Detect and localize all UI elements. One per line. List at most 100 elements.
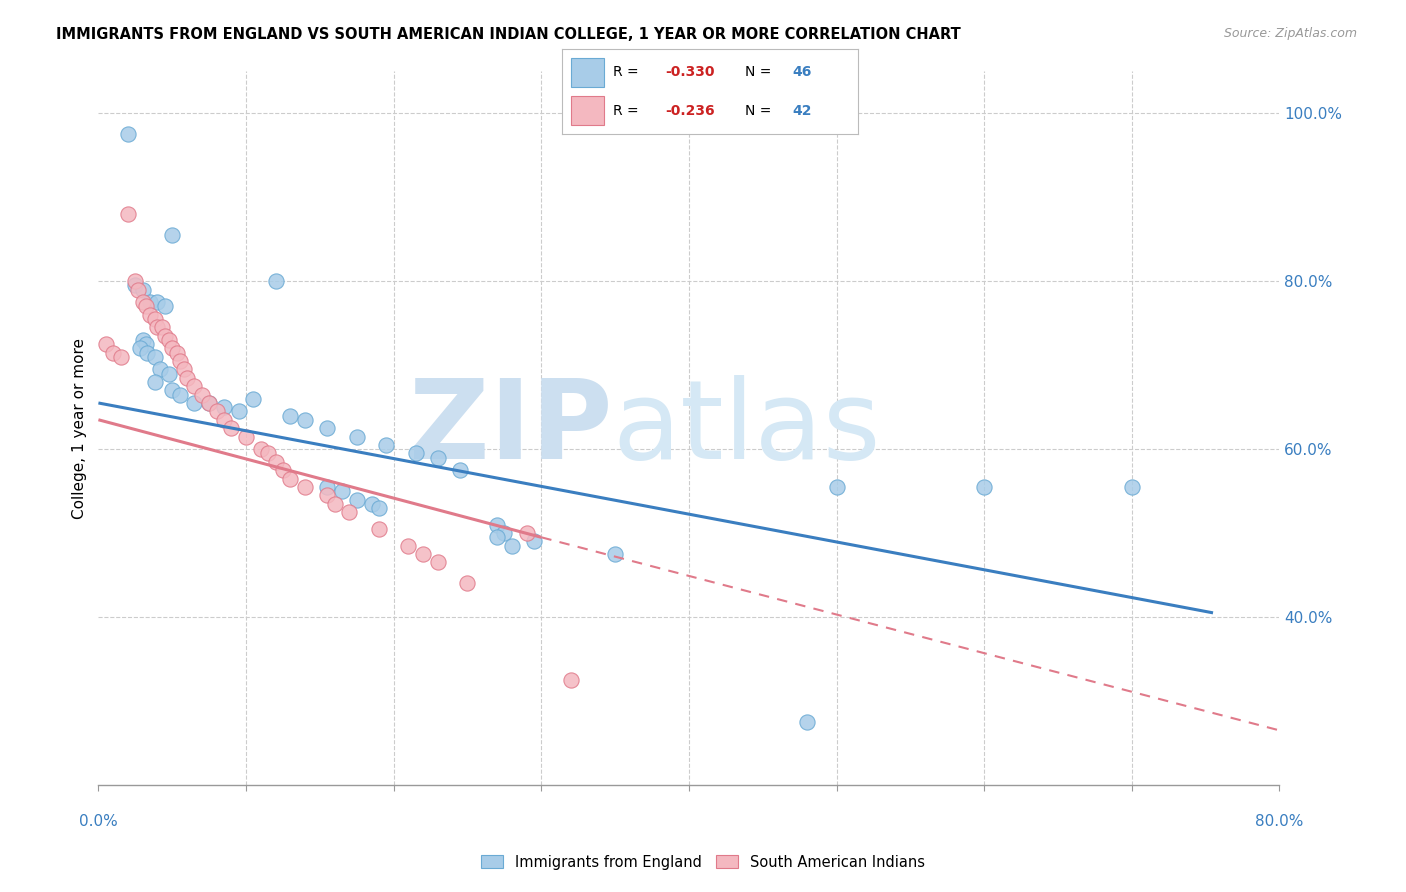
Text: R =: R = (613, 65, 643, 78)
Point (198, 396, 221, 410)
Point (132, 333, 155, 347)
Point (198, 396, 221, 410)
Point (139, 308, 162, 322)
Point (150, 320, 173, 334)
Text: 42: 42 (793, 104, 813, 118)
Point (375, 438, 398, 452)
Point (166, 345, 188, 359)
Point (427, 556, 450, 570)
Point (515, 526, 537, 541)
Bar (571, 58, 603, 87)
Text: 46: 46 (793, 65, 813, 78)
Point (368, 522, 391, 536)
Point (449, 463, 471, 477)
Point (143, 350, 166, 364)
Point (135, 300, 157, 314)
Point (323, 497, 346, 511)
Text: R =: R = (613, 104, 643, 118)
Point (103, 345, 125, 359)
Point (205, 404, 228, 418)
Point (153, 300, 176, 314)
Point (494, 526, 516, 541)
Point (136, 345, 159, 359)
Point (132, 295, 155, 310)
Point (294, 413, 316, 427)
Legend: Immigrants from England, South American Indians: Immigrants from England, South American … (475, 849, 931, 876)
Point (212, 400, 235, 414)
Point (264, 274, 287, 288)
Point (128, 342, 150, 356)
Point (1121, 480, 1143, 494)
Point (153, 328, 176, 343)
Point (212, 413, 235, 427)
Point (257, 446, 280, 460)
Text: atlas: atlas (612, 375, 880, 482)
Point (278, 409, 302, 423)
Point (330, 484, 353, 499)
Point (191, 387, 214, 401)
Text: 0.0%: 0.0% (79, 814, 118, 829)
Point (143, 312, 166, 326)
Point (162, 384, 183, 398)
Text: N =: N = (745, 65, 776, 78)
Point (294, 480, 316, 494)
Point (271, 463, 294, 477)
Point (339, 505, 360, 519)
Point (501, 539, 523, 553)
Text: -0.330: -0.330 (666, 65, 716, 78)
Point (346, 429, 368, 443)
Point (316, 488, 339, 502)
Point (242, 392, 264, 406)
Point (796, 714, 818, 729)
Point (132, 283, 155, 297)
Point (278, 471, 302, 485)
Point (427, 450, 450, 465)
Point (316, 421, 339, 435)
Point (146, 320, 169, 334)
Text: Source: ZipAtlas.com: Source: ZipAtlas.com (1223, 27, 1357, 40)
Point (605, 547, 627, 561)
Text: 80.0%: 80.0% (1256, 814, 1303, 829)
Point (149, 362, 172, 376)
Point (139, 295, 162, 310)
Point (169, 387, 191, 401)
Text: IMMIGRANTS FROM ENGLAND VS SOUTH AMERICAN INDIAN COLLEGE, 1 YEAR OR MORE CORRELA: IMMIGRANTS FROM ENGLAND VS SOUTH AMERICA… (56, 27, 960, 42)
Point (183, 379, 205, 393)
Point (183, 396, 205, 410)
Point (94, 337, 117, 351)
Point (162, 228, 183, 243)
Point (346, 492, 368, 507)
Text: N =: N = (745, 104, 776, 118)
Point (235, 429, 257, 443)
Point (117, 207, 139, 221)
Point (146, 295, 169, 310)
Y-axis label: College, 1 year or more: College, 1 year or more (72, 338, 87, 518)
Point (127, 283, 149, 297)
Point (250, 442, 273, 457)
Point (219, 421, 242, 435)
Point (157, 333, 180, 347)
Point (486, 517, 509, 532)
Point (117, 128, 139, 142)
Point (228, 404, 250, 418)
Point (486, 530, 509, 544)
Point (412, 547, 434, 561)
Bar (571, 95, 603, 126)
Point (124, 274, 146, 288)
Point (110, 350, 132, 364)
Point (405, 446, 427, 460)
Point (169, 354, 191, 368)
Point (316, 480, 339, 494)
Point (124, 278, 146, 293)
Point (157, 367, 180, 381)
Point (396, 539, 419, 553)
Point (162, 342, 183, 356)
Point (560, 673, 582, 687)
Point (368, 500, 391, 515)
Point (360, 497, 382, 511)
Point (973, 480, 995, 494)
Point (523, 534, 546, 549)
Text: ZIP: ZIP (409, 375, 612, 482)
Point (176, 371, 198, 385)
Point (825, 480, 848, 494)
